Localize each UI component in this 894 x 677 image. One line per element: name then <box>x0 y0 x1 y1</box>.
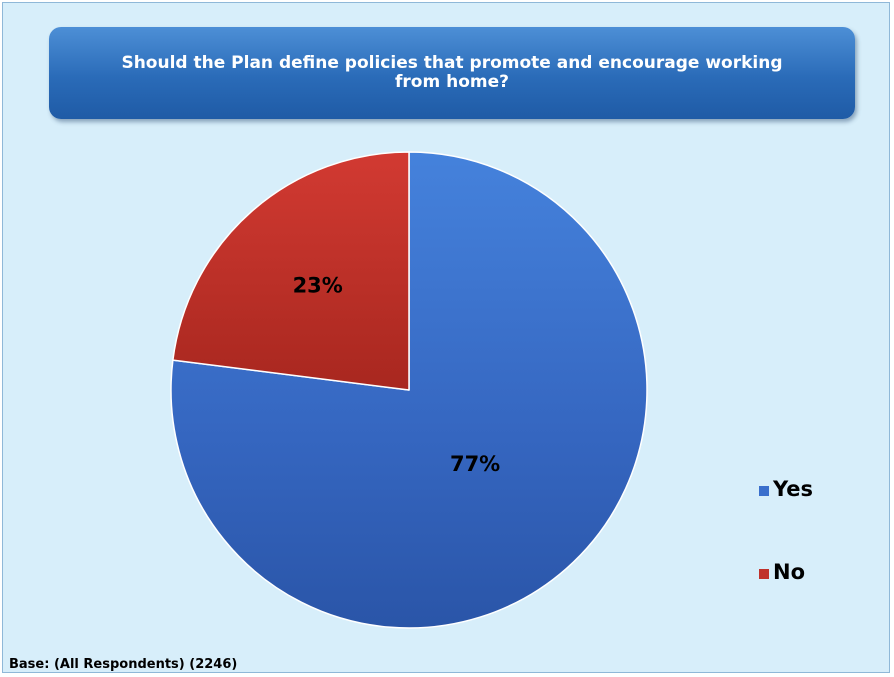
legend-swatch-yes <box>759 486 769 496</box>
data-label-no: 23% <box>293 274 343 298</box>
legend-swatch-no <box>759 569 769 579</box>
legend-label-no: No <box>773 560 806 584</box>
chart-title: Should the Plan define policies that pro… <box>121 53 783 92</box>
legend-label-yes: Yes <box>773 477 814 501</box>
chart-title-box: Should the Plan define policies that pro… <box>49 27 855 119</box>
pie-slice-no <box>172 151 410 391</box>
data-label-yes: 77% <box>450 452 500 476</box>
base-footnote: Base: (All Respondents) (2246) <box>9 657 238 672</box>
